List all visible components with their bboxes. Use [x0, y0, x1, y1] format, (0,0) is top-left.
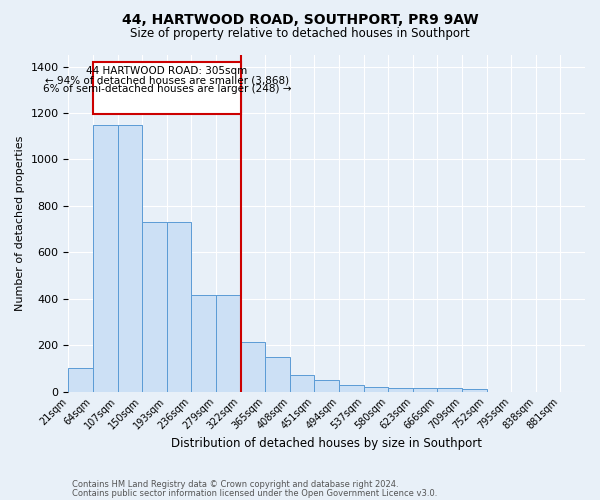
Bar: [413, 388, 437, 392]
Text: 44, HARTWOOD ROAD, SOUTHPORT, PR9 9AW: 44, HARTWOOD ROAD, SOUTHPORT, PR9 9AW: [122, 12, 478, 26]
X-axis label: Distribution of detached houses by size in Southport: Distribution of detached houses by size …: [171, 437, 482, 450]
Bar: [216, 295, 241, 392]
Text: 44 HARTWOOD ROAD: 305sqm: 44 HARTWOOD ROAD: 305sqm: [86, 66, 247, 76]
Bar: [191, 295, 216, 392]
Bar: [388, 388, 413, 392]
Bar: [339, 384, 364, 392]
Bar: [265, 357, 290, 392]
Bar: [241, 342, 265, 392]
Bar: [118, 124, 142, 392]
Text: 6% of semi-detached houses are larger (248) →: 6% of semi-detached houses are larger (2…: [43, 84, 291, 94]
Bar: [364, 387, 388, 392]
Bar: [314, 380, 339, 392]
Bar: [142, 222, 167, 392]
Text: Contains HM Land Registry data © Crown copyright and database right 2024.: Contains HM Land Registry data © Crown c…: [72, 480, 398, 489]
Bar: [93, 62, 241, 114]
Text: Size of property relative to detached houses in Southport: Size of property relative to detached ho…: [130, 28, 470, 40]
Bar: [167, 222, 191, 392]
Bar: [437, 388, 462, 392]
Bar: [290, 376, 314, 392]
Bar: [68, 368, 93, 392]
Bar: [462, 390, 487, 392]
Text: ← 94% of detached houses are smaller (3,868): ← 94% of detached houses are smaller (3,…: [45, 75, 289, 85]
Y-axis label: Number of detached properties: Number of detached properties: [15, 136, 25, 311]
Text: Contains public sector information licensed under the Open Government Licence v3: Contains public sector information licen…: [72, 489, 437, 498]
Bar: [93, 124, 118, 392]
